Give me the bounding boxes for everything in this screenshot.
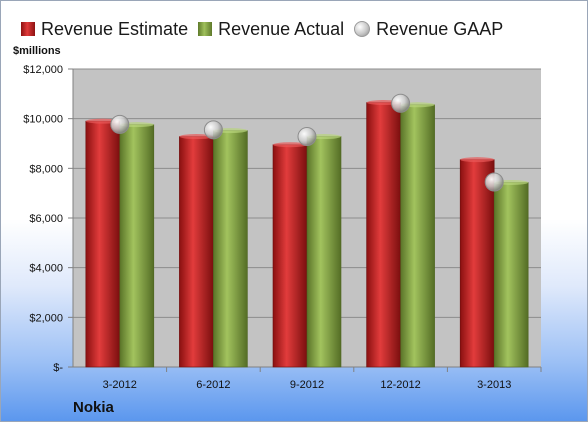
x-tick-label: 3-2013: [477, 379, 511, 391]
company-name: Nokia: [73, 399, 114, 416]
legend-marker-gaap: [354, 21, 371, 37]
bar-top-highlight: [273, 142, 307, 148]
y-tick-label: $8,000: [29, 163, 63, 175]
marker-revenue-gaap: [484, 172, 504, 192]
bar-revenue-actual: [493, 182, 529, 368]
y-tick-label: $6,000: [29, 213, 63, 225]
marker-revenue-gaap: [297, 127, 317, 147]
bar-revenue-estimate: [459, 159, 495, 368]
legend-label-estimate: Revenue Estimate: [41, 18, 189, 39]
chart-marks: 3-2012 6-2012 9-2012 12-2012 3-2013: [85, 93, 529, 391]
legend-label-actual: Revenue Actual: [218, 18, 345, 39]
x-tick-label: 9-2012: [290, 379, 324, 391]
x-tick-label: 6-2012: [196, 379, 230, 391]
bar-revenue-actual: [119, 124, 155, 368]
legend-swatch-actual: [198, 22, 213, 36]
y-tick-label: $4,000: [29, 263, 63, 275]
bar-revenue-estimate: [366, 102, 401, 368]
legend-swatch-estimate: [21, 22, 35, 36]
legend-label-gaap: Revenue GAAP: [376, 18, 504, 39]
legend: Revenue Estimate Revenue Actual Revenue …: [21, 17, 513, 41]
bar-revenue-actual: [306, 136, 342, 368]
marker-revenue-gaap: [391, 93, 411, 113]
bar-revenue-actual: [400, 104, 435, 368]
bar-top-highlight: [179, 134, 214, 140]
marker-revenue-gaap: [203, 120, 223, 140]
y-tick-label: $2,000: [29, 312, 63, 324]
bar-revenue-estimate: [179, 136, 214, 368]
bar-revenue-estimate: [272, 144, 308, 368]
y-axis-units-label: $millions: [13, 45, 61, 57]
x-tick-label: 3-2012: [103, 379, 137, 391]
y-tick-label: $12,000: [23, 64, 63, 76]
y-tick-label: $10,000: [23, 114, 63, 126]
x-tick-label: 12-2012: [380, 379, 420, 391]
legend-item-gaap: Revenue GAAP: [354, 19, 503, 40]
bar-revenue-actual: [213, 130, 248, 368]
y-tick-label: $-: [53, 362, 63, 374]
legend-item-estimate: Revenue Estimate: [21, 19, 188, 40]
marker-revenue-gaap: [110, 114, 130, 134]
legend-item-actual: Revenue Actual: [198, 19, 344, 40]
bar-revenue-estimate: [85, 120, 121, 368]
bar-top-highlight: [460, 157, 495, 163]
